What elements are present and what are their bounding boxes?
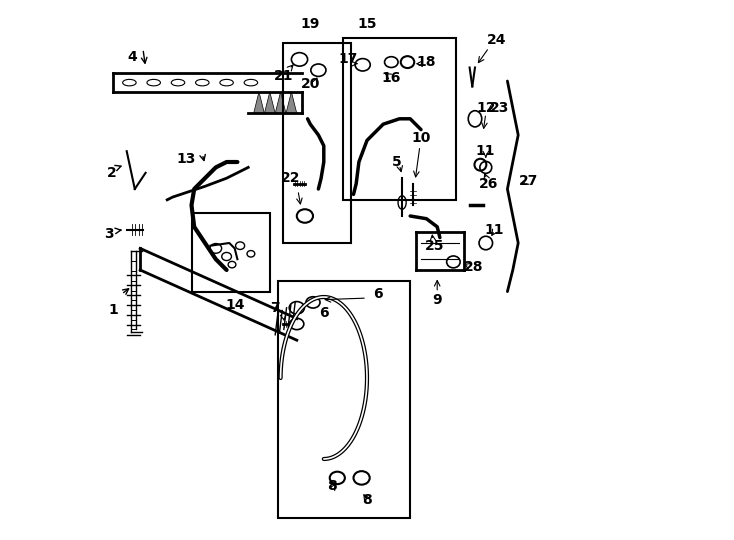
Text: 16: 16 (382, 71, 401, 85)
Text: 10: 10 (411, 131, 431, 145)
Text: 17: 17 (338, 52, 357, 66)
Text: 21: 21 (274, 69, 293, 83)
Text: 23: 23 (490, 101, 509, 115)
Text: 8: 8 (327, 479, 337, 493)
Text: 4: 4 (127, 50, 137, 64)
Text: 26: 26 (479, 177, 498, 191)
Text: 11: 11 (484, 222, 504, 237)
Bar (283, 43, 351, 243)
Text: 24: 24 (487, 33, 506, 48)
Text: 11: 11 (475, 144, 495, 158)
Text: 6: 6 (319, 306, 329, 320)
Text: 14: 14 (225, 298, 244, 312)
Text: 2: 2 (107, 166, 117, 180)
Text: 25: 25 (425, 239, 444, 253)
Text: 12: 12 (476, 101, 495, 115)
Polygon shape (254, 92, 264, 113)
Polygon shape (264, 92, 275, 113)
Text: 5: 5 (392, 155, 401, 169)
Bar (343, 38, 456, 200)
Text: 27: 27 (520, 174, 539, 188)
Text: 22: 22 (280, 171, 300, 185)
Bar (192, 213, 270, 292)
Bar (278, 281, 410, 518)
Text: 9: 9 (432, 293, 442, 307)
Text: 8: 8 (362, 492, 372, 507)
Polygon shape (275, 92, 286, 113)
Text: 18: 18 (417, 55, 436, 69)
Text: 19: 19 (301, 17, 320, 31)
Text: 13: 13 (176, 152, 196, 166)
Text: 1: 1 (109, 303, 118, 318)
Text: 28: 28 (464, 260, 484, 274)
Text: 15: 15 (357, 17, 377, 31)
Text: 3: 3 (104, 227, 114, 241)
Text: 20: 20 (301, 77, 320, 91)
Text: 7: 7 (270, 301, 280, 315)
Text: 6: 6 (373, 287, 382, 301)
Polygon shape (286, 92, 297, 113)
